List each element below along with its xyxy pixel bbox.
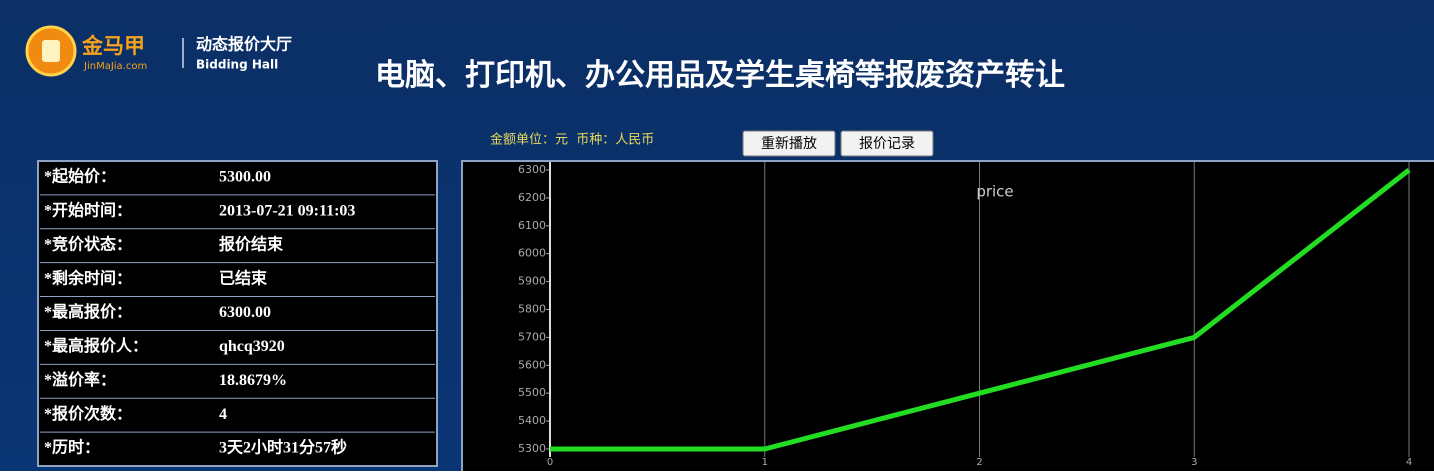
button-label[interactable]: 报价记录 <box>859 136 915 152</box>
y-tick-label: 5500 <box>518 386 546 399</box>
info-label: *剩余时间： <box>44 268 132 287</box>
y-tick-label: 5800 <box>518 303 546 316</box>
unit-note: 金额单位：元 币种：人民币 <box>490 132 654 148</box>
y-tick-label: 6100 <box>518 219 546 232</box>
info-label: *起始价： <box>44 167 116 186</box>
x-tick-label: 0 <box>547 457 553 468</box>
x-tick-label: 3 <box>1191 457 1197 468</box>
info-value: 5300.00 <box>219 169 271 186</box>
x-tick-label: 2 <box>976 457 982 468</box>
button[interactable] <box>840 130 934 157</box>
section-title: 动态报价大厅 <box>196 35 292 54</box>
button[interactable] <box>742 130 836 157</box>
logo-text: 金马甲 <box>81 34 145 58</box>
chart: 0 1 2 3 4 5300 5400 5500 5600 5700 5800 5900 6000 610… <box>518 162 1412 468</box>
info-value: 4 <box>219 406 227 423</box>
info-value: 已结束 <box>219 268 268 287</box>
info-value: 2013-07-21 09:11:03 <box>219 203 355 220</box>
y-tick-label: 5400 <box>518 414 546 427</box>
info-value: 6300.00 <box>219 304 271 321</box>
info-label: *开始时间： <box>44 201 132 220</box>
info-label: *历时： <box>44 439 100 457</box>
y-tick-label: 6000 <box>518 247 546 260</box>
info-table: *起始价： 5300.00 *开始时间： 2013-07-21 09:11:03 *竞价… <box>40 167 435 457</box>
section-subtitle: Bidding Hall <box>196 58 278 72</box>
info-label: *报价次数： <box>44 404 132 423</box>
button-bar: 重新播放 报价记录 <box>742 130 934 157</box>
chart-panel <box>461 160 1434 475</box>
info-value: 18.8679% <box>219 372 287 389</box>
x-tick-label: 4 <box>1406 457 1412 468</box>
logo-url: JinMaJia.com <box>83 61 147 72</box>
logo-icon-inner <box>42 40 60 62</box>
y-tick-label: 6200 <box>518 191 546 204</box>
button-label[interactable]: 重新播放 <box>761 136 817 152</box>
chart-title: price <box>976 183 1013 201</box>
info-value: 报价结束 <box>219 234 284 253</box>
info-value: 3天2小时31分57秒 <box>219 438 347 457</box>
info-label: *最高报价： <box>44 302 132 321</box>
y-tick-label: 5600 <box>518 358 546 371</box>
info-label: *溢价率： <box>44 370 116 389</box>
info-label: *最高报价人： <box>44 336 148 355</box>
info-value: qhcq3920 <box>219 338 285 355</box>
info-panel <box>37 160 438 467</box>
y-tick-label: 5900 <box>518 275 546 288</box>
y-tick-label: 6300 <box>518 163 546 176</box>
info-label: *竞价状态： <box>44 234 132 253</box>
price-line <box>550 168 1411 452</box>
y-tick-label: 5300 <box>518 442 546 455</box>
y-tick-label: 5700 <box>518 330 546 343</box>
page-title: 电脑、打印机、办公用品及学生桌椅等报废资产转让 <box>375 58 1065 92</box>
x-tick-label: 1 <box>762 457 768 468</box>
